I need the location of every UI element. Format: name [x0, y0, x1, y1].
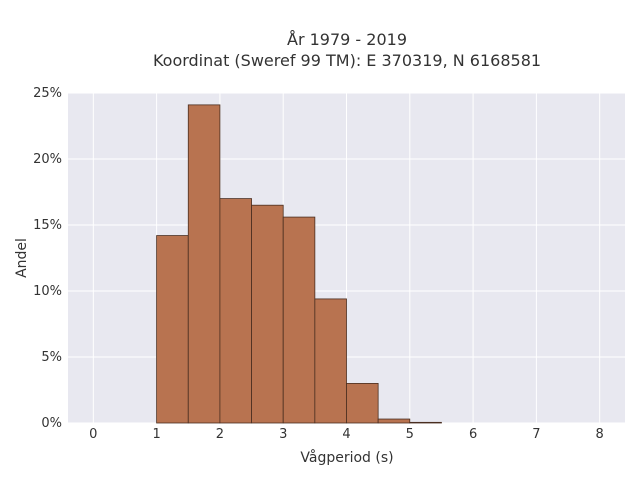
chart-title-line-1: År 1979 - 2019	[287, 30, 407, 49]
histogram-bar	[251, 204, 284, 424]
histogram-bar	[346, 382, 379, 424]
x-tick-label: 7	[532, 427, 540, 442]
histogram-bars	[156, 104, 442, 424]
y-axis-label: Andel	[14, 238, 30, 278]
x-tick-label: 4	[342, 427, 350, 442]
y-tick-label: 5%	[41, 350, 62, 365]
y-tick-label: 10%	[33, 284, 62, 299]
histogram-bar	[282, 216, 316, 424]
x-axis-ticks: 0 1 2 3 4 5 6 7 8	[89, 427, 604, 442]
x-tick-label: 0	[89, 427, 97, 442]
histogram-bar	[377, 418, 411, 424]
y-tick-label: 20%	[33, 152, 62, 167]
y-tick-label: 15%	[33, 218, 62, 233]
histogram-bar	[156, 235, 189, 424]
histogram-bar	[187, 104, 221, 424]
histogram-bar	[219, 198, 252, 424]
x-tick-label: 5	[406, 427, 414, 442]
x-tick-label: 8	[596, 427, 604, 442]
chart-title-line-2: Koordinat (Sweref 99 TM): E 370319, N 61…	[153, 51, 541, 70]
y-axis-ticks: 0% 5% 10% 15% 20% 25%	[33, 86, 62, 431]
y-tick-label: 0%	[41, 416, 62, 431]
x-tick-label: 6	[469, 427, 477, 442]
x-axis-label: Vågperiod (s)	[300, 449, 393, 466]
x-tick-label: 3	[279, 427, 287, 442]
histogram-bar	[409, 421, 442, 424]
y-tick-label: 25%	[33, 86, 62, 101]
x-tick-label: 2	[216, 427, 224, 442]
histogram-bar	[314, 298, 347, 424]
x-tick-label: 1	[152, 427, 160, 442]
